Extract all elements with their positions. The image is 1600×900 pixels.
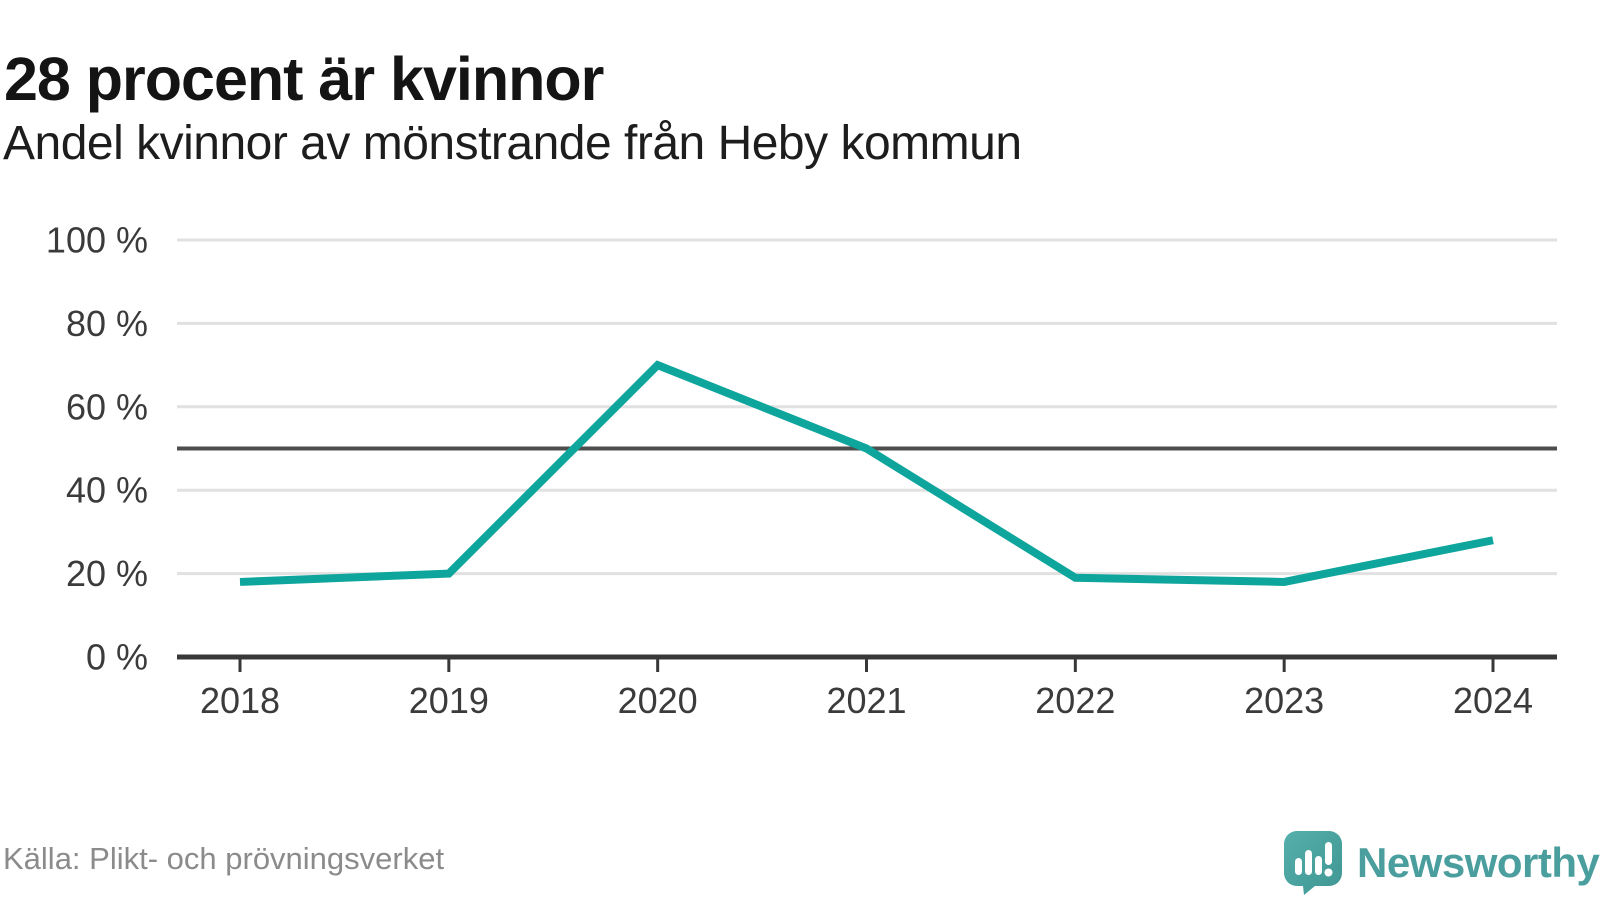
- x-tick-label: 2024: [1453, 680, 1533, 720]
- y-tick-label: 40 %: [66, 470, 148, 511]
- source-note: Källa: Plikt- och prövningsverket: [3, 841, 445, 876]
- x-tick-label: 2019: [409, 680, 489, 720]
- x-tick-label: 2023: [1244, 680, 1324, 720]
- line-chart: 2018 2019 2020 2021 2022 2023 2024 0 % 20 % 40 % 6…: [46, 220, 1557, 720]
- y-tick-label: 80 %: [66, 303, 148, 344]
- page-title: 28 procent är kvinnor: [4, 44, 604, 113]
- x-tick-label: 2020: [618, 680, 698, 720]
- y-tick-label: 0 %: [86, 637, 148, 678]
- y-tick-label: 100 %: [46, 220, 148, 261]
- brand-wordmark: Newsworthy: [1357, 839, 1600, 886]
- x-tick-label: 2022: [1035, 680, 1115, 720]
- x-tick-label: 2021: [826, 680, 906, 720]
- x-tick-label: 2018: [200, 680, 280, 720]
- chart-subtitle: Andel kvinnor av mönstrande från Heby ko…: [3, 117, 1022, 170]
- newsworthy-bubble-icon: [1284, 831, 1342, 895]
- y-tick-label: 20 %: [66, 553, 148, 594]
- data-line: [239, 360, 1494, 586]
- y-tick-label: 60 %: [66, 386, 148, 427]
- brand-logo: Newsworthy: [1284, 831, 1600, 895]
